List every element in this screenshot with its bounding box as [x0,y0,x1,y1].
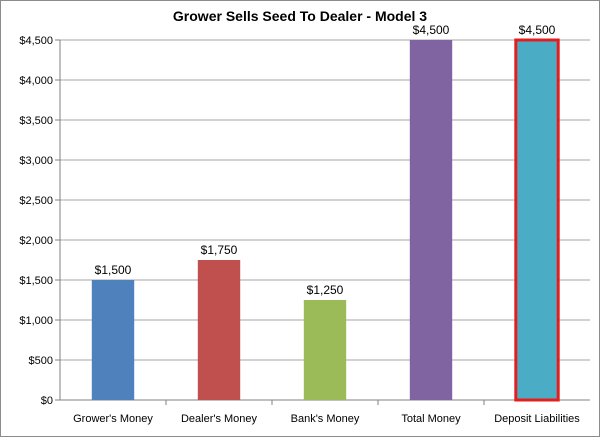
data-label: $1,500 [95,263,132,277]
y-tick-label: $1,500 [19,275,53,287]
x-tick-label: Deposit Liabilities [494,413,580,425]
x-tick-label: Bank's Money [291,413,360,425]
x-tick-label: Grower's Money [73,413,153,425]
y-tick-label: $4,500 [19,35,53,47]
bar-0 [91,280,135,400]
data-label: $4,500 [519,23,556,37]
chart-title: Grower Sells Seed To Dealer - Model 3 [172,8,428,24]
data-label: $1,250 [307,283,344,297]
y-tick-label: $1,000 [19,315,53,327]
y-tick-label: $2,500 [19,195,53,207]
labels: $0 $500 $1,000 $1,500 $2,000 $2,500 $3,000 $3,5… [19,23,580,425]
x-tick-label: Dealer's Money [181,413,258,425]
bars [91,38,560,402]
bar-1 [197,260,241,400]
y-tick-label: $3,000 [19,155,53,167]
y-tick-label: $0 [41,395,53,407]
y-tick-label: $2,000 [19,235,53,247]
x-tick-label: Total Money [401,413,461,425]
bar-2 [303,300,347,400]
bar-4 [514,38,560,402]
bar-3 [409,40,453,400]
y-tick-label: $3,500 [19,115,53,127]
data-label: $4,500 [413,23,450,37]
y-tick-label: $500 [29,355,53,367]
data-label: $1,750 [201,243,238,257]
y-tick-label: $4,000 [19,75,53,87]
